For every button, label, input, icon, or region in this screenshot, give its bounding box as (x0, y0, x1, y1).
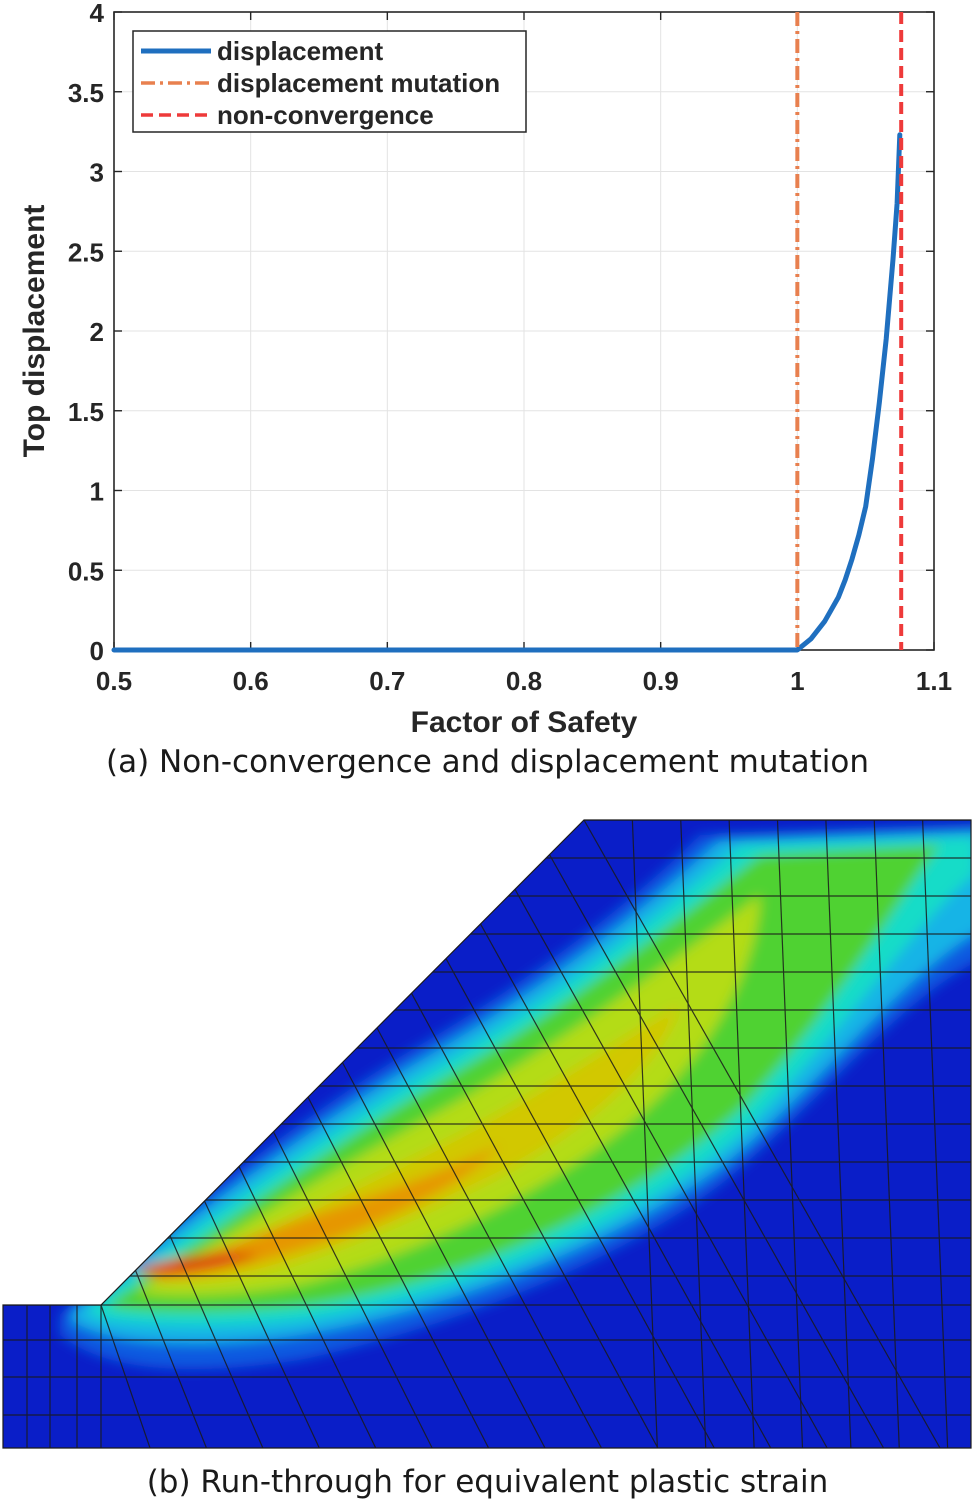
mesh-line (631, 820, 658, 1448)
mesh-line (100, 1304, 151, 1448)
y-tick-label: 3.5 (68, 78, 104, 108)
mesh-line (134, 1270, 207, 1448)
equivalent-plastic-strain-contour (2, 819, 972, 1449)
displacement-chart: 0.5 0.6 0.7 0.8 0.9 1 1.100.511.522.533.54 dis… (0, 0, 975, 740)
mesh-line (873, 820, 900, 1448)
mesh-line (728, 820, 755, 1448)
mesh-line (238, 1166, 377, 1448)
y-tick-label: 4 (90, 0, 105, 28)
axis-ticks: 0.5 0.6 0.7 0.8 0.9 1 1.100.511.522.533.54 (68, 0, 952, 696)
x-tick-label: 0.5 (96, 666, 132, 696)
mesh-line (410, 992, 659, 1448)
caption-a: (a) Non-convergence and displacement mut… (106, 744, 869, 780)
y-tick-label: 2 (90, 317, 104, 347)
caption-b: (b) Run-through for equivalent plastic s… (146, 1464, 829, 1500)
y-tick-label: 1 (90, 477, 104, 507)
mesh-line (307, 1096, 490, 1448)
mesh-line (922, 820, 949, 1448)
y-tick-label: 3 (90, 158, 104, 188)
x-tick-label: 0.9 (643, 666, 679, 696)
slope-outline (2, 819, 972, 1449)
contour-bands (60, 825, 971, 1370)
mesh-line (341, 1062, 546, 1448)
mesh-line (548, 854, 885, 1448)
mesh-line (203, 1200, 320, 1448)
x-tick-label: 0.8 (506, 666, 542, 696)
mesh-line (776, 820, 804, 1448)
y-tick-label: 0 (90, 636, 104, 666)
legend-label: non-convergence (217, 100, 434, 130)
y-tick-label: 1.5 (68, 397, 104, 427)
y-tick-label: 0.5 (68, 556, 104, 586)
y-tick-label: 2.5 (68, 237, 104, 267)
mesh-line (583, 820, 941, 1448)
mesh-line (169, 1235, 264, 1448)
mesh-line (445, 958, 715, 1448)
mesh-line (514, 888, 828, 1448)
series-layer (111, 12, 904, 653)
mesh-line (479, 923, 772, 1448)
x-tick-label: 0.6 (233, 666, 269, 696)
x-tick-label: 1.1 (916, 666, 952, 696)
series-line-displacement (111, 132, 903, 653)
mesh-line (272, 1131, 433, 1448)
mesh-line (680, 820, 707, 1448)
x-tick-label: 1 (790, 666, 804, 696)
legend-label: displacement (217, 36, 384, 66)
legend-label: displacement mutation (217, 68, 500, 98)
x-axis-label: Factor of Safety (411, 706, 638, 739)
x-tick-label: 0.7 (369, 666, 405, 696)
y-axis-label: Top displacement (18, 205, 51, 458)
mesh-line (376, 1027, 602, 1448)
mesh-line (825, 820, 852, 1448)
